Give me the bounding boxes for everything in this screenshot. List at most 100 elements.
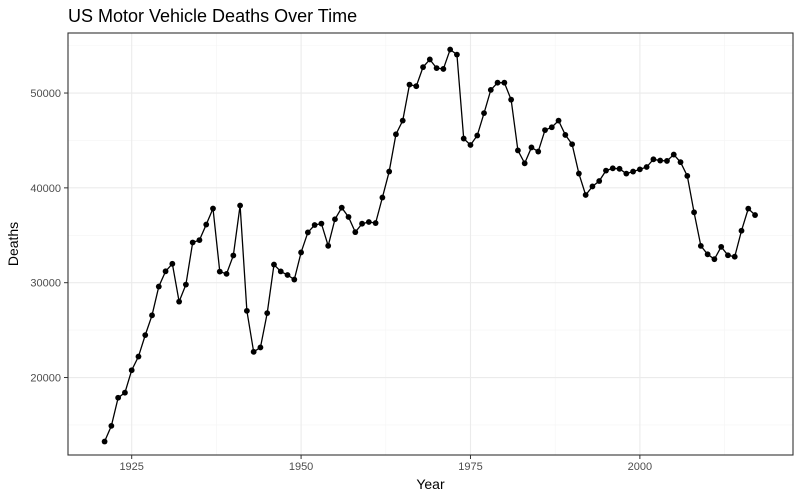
data-point — [230, 252, 237, 259]
data-point — [521, 160, 528, 167]
data-point — [372, 220, 379, 226]
data-point — [379, 194, 386, 201]
data-point — [189, 239, 196, 246]
grid — [68, 33, 793, 455]
data-point — [481, 110, 487, 117]
data-point — [616, 165, 623, 172]
x-axis-title: Year — [416, 476, 445, 492]
data-point — [630, 168, 636, 175]
data-point — [487, 86, 494, 93]
data-point — [352, 229, 359, 236]
data-point — [365, 219, 372, 225]
data-point — [223, 270, 230, 277]
data-point — [691, 209, 697, 216]
data-point — [494, 79, 501, 86]
data-point — [216, 268, 223, 275]
data-point — [196, 237, 203, 244]
data-point — [108, 422, 115, 429]
data-point — [718, 243, 725, 250]
x-tick-label: 2000 — [628, 461, 652, 473]
series-line — [103, 48, 756, 442]
data-point — [318, 220, 325, 227]
data-point — [413, 83, 420, 90]
data-point — [359, 220, 365, 227]
data-point — [664, 158, 670, 164]
data-point — [657, 157, 664, 164]
data-point — [176, 298, 183, 305]
data-point — [569, 141, 576, 148]
data-point — [257, 344, 264, 351]
data-point — [515, 147, 521, 154]
data-point — [670, 151, 677, 158]
data-point — [582, 192, 589, 198]
data-point — [420, 64, 426, 71]
data-point — [731, 253, 738, 260]
data-point — [311, 222, 318, 228]
data-point — [636, 166, 643, 173]
data-point — [115, 394, 122, 401]
data-point — [603, 167, 609, 174]
data-point — [738, 227, 745, 234]
data-point — [325, 242, 332, 249]
data-point — [745, 205, 752, 212]
data-point — [548, 124, 555, 131]
data-point — [304, 229, 311, 236]
data-point — [149, 312, 155, 319]
data-point — [752, 212, 758, 218]
data-point — [609, 165, 616, 172]
data-point — [711, 256, 718, 263]
data-point — [250, 348, 257, 355]
data-point — [535, 148, 542, 155]
data-point — [298, 249, 304, 256]
data-point — [182, 281, 189, 288]
data-point — [345, 214, 352, 220]
chart-title: US Motor Vehicle Deaths Over Time — [68, 6, 357, 26]
data-point — [467, 142, 474, 148]
data-point — [440, 66, 447, 72]
data-point — [684, 173, 691, 179]
data-point — [650, 156, 657, 163]
data-point — [704, 251, 711, 258]
data-point — [474, 132, 481, 139]
x-tick-label: 1975 — [458, 461, 482, 473]
data-point — [460, 135, 467, 142]
data-point — [623, 170, 630, 177]
data-point — [426, 56, 433, 63]
y-tick-label: 40000 — [30, 183, 61, 195]
axes: 1925 1950 1975 2000 20000 30000 40000 50000 — [30, 88, 652, 473]
y-tick-label: 20000 — [30, 373, 61, 385]
data-point — [338, 204, 345, 211]
data-point — [155, 283, 162, 290]
data-point — [433, 65, 440, 71]
data-point — [142, 332, 149, 339]
data-point — [454, 51, 460, 58]
series-layer — [101, 46, 758, 445]
data-point — [203, 221, 210, 228]
data-point — [508, 96, 515, 103]
data-point — [542, 127, 548, 134]
plot-panel — [67, 32, 794, 456]
data-point — [589, 183, 596, 190]
data-point — [264, 310, 271, 317]
data-point — [393, 131, 399, 138]
data-point — [332, 216, 338, 223]
y-tick-label: 50000 — [30, 88, 61, 100]
data-point — [277, 268, 284, 275]
data-point — [386, 168, 393, 175]
data-point — [135, 353, 142, 360]
data-point — [291, 276, 298, 283]
data-point — [643, 164, 650, 170]
data-point — [697, 242, 704, 249]
data-point — [122, 389, 128, 396]
data-point — [575, 170, 582, 177]
data-point — [162, 268, 169, 275]
data-point — [406, 81, 413, 88]
x-tick-label: 1925 — [119, 461, 143, 473]
data-point — [237, 202, 244, 209]
data-point — [284, 272, 291, 278]
data-point — [501, 79, 508, 86]
data-point — [243, 307, 250, 314]
data-point — [210, 205, 216, 212]
data-point — [555, 117, 562, 124]
